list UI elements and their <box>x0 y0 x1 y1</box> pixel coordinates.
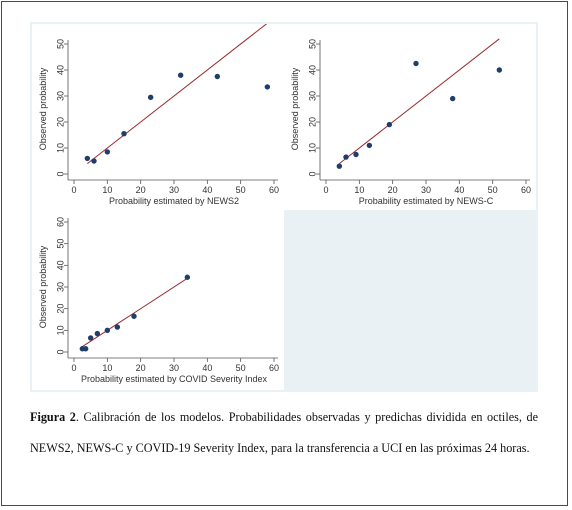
x-tick-label: 30 <box>169 363 179 373</box>
chart-panel-news2: 0 10 20 30 40 50 0 10 20 30 40 50 60 Probability esti… <box>32 24 284 210</box>
x-tick-label: 10 <box>102 185 112 195</box>
data-point <box>184 274 191 280</box>
y-tick-label: 30 <box>55 282 65 292</box>
data-point <box>214 73 221 80</box>
y-tick-label: 10 <box>307 143 317 153</box>
x-tick-label: 40 <box>202 363 212 373</box>
y-tick-label: 40 <box>55 260 65 270</box>
reference-line <box>87 24 268 164</box>
data-point <box>87 335 94 341</box>
x-tick-label: 0 <box>71 185 76 195</box>
figure-label: Figura 2 <box>30 410 76 424</box>
y-tick-label: 50 <box>55 239 65 249</box>
data-point <box>496 67 503 73</box>
x-tick-label: 20 <box>136 185 146 195</box>
y-tick-label: 50 <box>55 39 65 49</box>
y-tick-label: 30 <box>307 91 317 101</box>
x-tick-label: 10 <box>354 185 364 195</box>
x-axis-title: Probability estimated by COVID Severity … <box>81 374 268 384</box>
x-tick-label: 30 <box>169 185 179 195</box>
data-point <box>82 346 89 352</box>
y-tick-label: 10 <box>55 325 65 335</box>
x-tick-label: 60 <box>269 185 279 195</box>
y-tick-label: 10 <box>55 143 65 153</box>
data-point <box>343 154 349 160</box>
data-point <box>336 163 343 169</box>
chart-news2: 0 10 20 30 40 50 0 10 20 30 40 50 60 Probability esti… <box>38 24 279 206</box>
data-point <box>121 131 127 137</box>
x-tick-label: 60 <box>269 363 279 373</box>
data-point <box>91 158 97 164</box>
data-point <box>147 94 154 101</box>
y-tick-label: 50 <box>307 39 317 49</box>
chart-panel-news-c: 0 10 20 30 40 50 0 10 20 30 40 50 60 Probability esti… <box>284 24 536 210</box>
x-tick-label: 20 <box>136 363 146 373</box>
data-point <box>386 121 393 128</box>
data-point <box>353 151 359 158</box>
x-tick-label: 0 <box>323 185 328 195</box>
data-point <box>413 60 419 67</box>
reference-line <box>80 277 188 349</box>
y-tick-label: 20 <box>55 117 65 127</box>
y-tick-label: 30 <box>55 91 65 101</box>
x-axis-title: Probability estimated by NEWS2 <box>109 196 239 206</box>
x-tick-label: 50 <box>488 185 498 195</box>
x-axis-title: Probability estimated by NEWS-C <box>359 196 494 206</box>
x-tick-label: 30 <box>421 185 431 195</box>
reference-line <box>339 38 500 164</box>
x-tick-label: 60 <box>521 185 531 195</box>
data-point <box>131 313 137 319</box>
y-tick-label: 40 <box>307 65 317 75</box>
x-tick-label: 10 <box>102 363 112 373</box>
data-point <box>94 330 101 337</box>
data-point <box>104 327 111 334</box>
figure-caption: Figura 2. Calibración de los modelos. Pr… <box>30 402 538 464</box>
chart-panel-covid-severity-index: 0 10 20 30 40 50 60 0 10 20 30 40 50 60 Probability es… <box>32 210 284 390</box>
data-point <box>449 95 456 102</box>
y-axis-title: Observed probability <box>38 245 48 328</box>
x-tick-label: 40 <box>454 185 464 195</box>
data-point <box>177 72 184 78</box>
data-point <box>84 155 91 162</box>
data-point <box>366 142 373 149</box>
y-tick-label: 20 <box>55 304 65 314</box>
x-tick-label: 0 <box>71 363 76 373</box>
y-tick-label: 60 <box>55 217 65 227</box>
chart-news-c: 0 10 20 30 40 50 0 10 20 30 40 50 60 Probability esti… <box>290 38 531 206</box>
data-point <box>264 84 271 90</box>
data-point <box>104 149 111 155</box>
figure-caption-text: . Calibración de los modelos. Probabilid… <box>30 410 538 455</box>
y-tick-label: 0 <box>55 171 65 176</box>
x-tick-label: 40 <box>202 185 212 195</box>
y-axis-title: Observed probability <box>38 67 48 150</box>
x-tick-label: 20 <box>388 185 398 195</box>
y-tick-label: 0 <box>307 171 317 176</box>
data-point <box>114 324 121 330</box>
y-tick-label: 0 <box>55 349 65 354</box>
y-tick-label: 40 <box>55 65 65 75</box>
x-tick-label: 50 <box>236 185 246 195</box>
y-tick-label: 20 <box>307 117 317 127</box>
x-tick-label: 50 <box>236 363 246 373</box>
y-axis-title: Observed probability <box>290 67 300 150</box>
